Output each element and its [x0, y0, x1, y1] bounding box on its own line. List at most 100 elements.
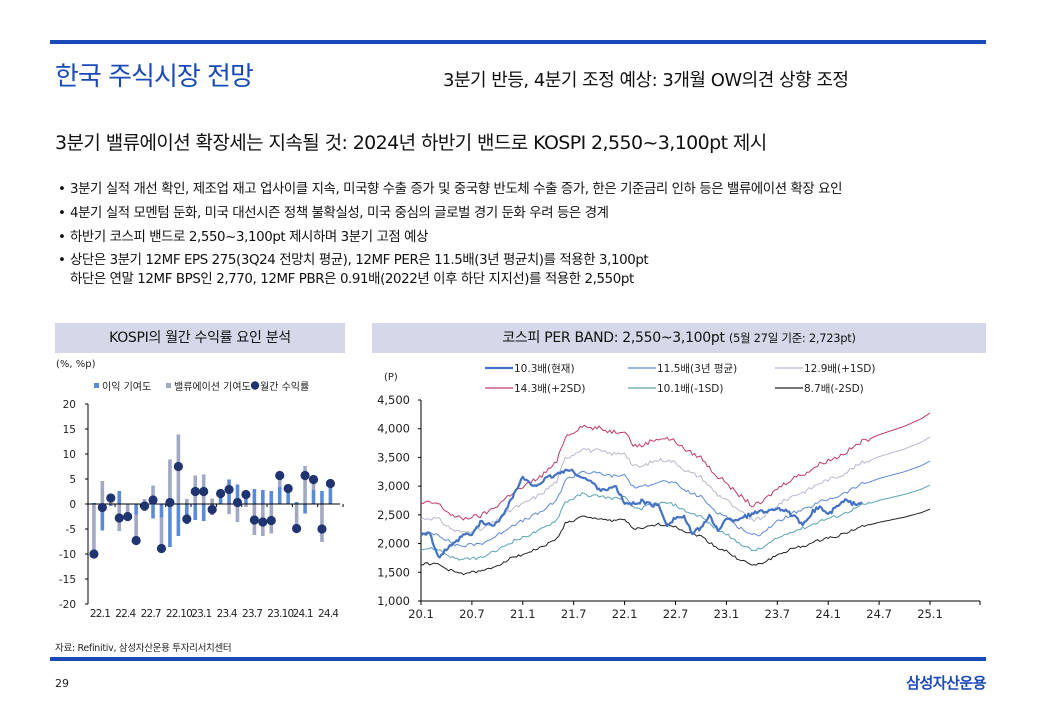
page-number: 29: [55, 677, 69, 690]
unit-label: (%, %p): [56, 359, 96, 370]
return-dot: [283, 483, 293, 494]
legend-label: 11.5배(3년 평균): [657, 363, 737, 375]
return-dot: [165, 497, 175, 508]
legend-swatch-return: [250, 381, 260, 390]
return-dot: [114, 513, 124, 523]
eps-bar: [311, 490, 316, 504]
kospi-per-band-chart: (P) 10.3배(현재) 11.5배(3년 평균) 12.9배(+1SD) 14.3배…: [377, 363, 981, 621]
return-dot: [131, 535, 141, 546]
eps-bar: [261, 490, 265, 504]
valuation-bar: [168, 459, 172, 504]
eps-bar: [151, 504, 155, 519]
valuation-bar: [151, 485, 155, 504]
return-dot: [89, 549, 99, 559]
x-tick-label: 23.7: [242, 608, 262, 620]
eps-bar: [252, 489, 257, 504]
return-dot: [182, 514, 192, 524]
kospi-line: [420, 468, 863, 559]
eps-bar: [269, 491, 274, 504]
y-tick-label: 1,500: [377, 565, 410, 579]
x-tick-label: 25.1: [917, 607, 943, 621]
return-dot: [317, 524, 327, 534]
y-tick-label: -15: [59, 574, 76, 586]
band-line-8-7x: [420, 508, 931, 576]
bullet-symbol: •: [58, 182, 66, 197]
return-dot: [190, 486, 200, 497]
legend-item: 월간 수익률: [250, 381, 309, 393]
right-chart-title-note: (5월 27일 기준: 2,723pt): [728, 331, 856, 345]
y-tick-label: 4,000: [377, 422, 410, 436]
legend-label: 8.7배(-2SD): [804, 383, 864, 395]
return-dot: [207, 504, 217, 515]
headline: 3분기 밸류에이션 확장세는 지속될 것: 2024년 하반기 밴드로 KOSP…: [55, 132, 767, 154]
valuation-bar: [159, 517, 164, 549]
eps-bar: [109, 504, 113, 506]
y-tick-label: 3,500: [377, 450, 410, 464]
y-tick-label: 2,500: [377, 508, 410, 522]
valuation-bar: [134, 514, 138, 541]
y-tick-label: 10: [63, 449, 76, 461]
top-rule: [50, 40, 986, 44]
valuation-bar: [320, 504, 324, 542]
return-dot: [173, 461, 183, 472]
x-tick-label: 22.1: [612, 607, 638, 621]
x-tick-label: 23.10: [267, 608, 293, 620]
legend-item: 밸류에이션 기여도: [166, 381, 251, 393]
x-tick-label: 24.1: [815, 607, 841, 621]
y-tick-label: 4,500: [377, 393, 410, 407]
eps-bar: [168, 504, 172, 547]
eps-bar: [277, 487, 282, 504]
left-chart-title-text: KOSPI의 월간 수익률 요인 분석: [109, 330, 291, 346]
band-line-11-5x: [420, 460, 931, 548]
bullet-text: 3분기 실적 개선 확인, 제조업 재고 업사이클 지속, 미국향 수출 증가 …: [70, 182, 843, 197]
bottom-rule: [50, 657, 986, 661]
eps-bar: [185, 504, 189, 524]
legend-label: 밸류에이션 기여도: [174, 381, 251, 393]
return-dot: [292, 523, 302, 534]
x-tick-label: 24.1: [293, 608, 313, 620]
return-dot: [106, 493, 116, 503]
eps-bar: [159, 504, 164, 518]
y-tick-label: 15: [63, 424, 76, 436]
x-tick-label: 23.1: [714, 607, 740, 621]
legend-swatch-eps: [94, 383, 99, 388]
legend-label: 10.1배(-1SD): [657, 383, 723, 395]
return-dot: [224, 484, 234, 495]
source-note: 자료: Refinitiv, 삼성자산운용 투자리서치센터: [55, 643, 232, 654]
return-dot: [199, 486, 209, 497]
bullet-symbol: •: [58, 230, 66, 245]
legend-item: 이익 기여도: [94, 381, 151, 393]
valuation-bar: [125, 504, 130, 517]
eps-bar: [117, 491, 122, 504]
valuation-bar: [277, 475, 282, 487]
y-tick-label: -10: [59, 549, 76, 561]
valuation-bar: [311, 479, 316, 490]
return-dot: [308, 474, 319, 485]
right-chart-title: 코스피 PER BAND: 2,550~3,100pt (5월 27일 기준: …: [372, 323, 986, 353]
return-dot: [232, 497, 243, 508]
bullet-item: • 하반기 코스피 밴드로 2,550~3,100pt 제시하며 3분기 고점 …: [58, 228, 998, 252]
return-dot: [249, 515, 259, 525]
left-chart-title: KOSPI의 월간 수익률 요인 분석: [55, 323, 345, 353]
eps-bar: [294, 502, 299, 504]
eps-bar: [193, 504, 198, 520]
eps-bar: [320, 491, 324, 504]
y-tick-label: 3,000: [377, 479, 410, 493]
x-tick-label: 22.1: [90, 608, 110, 620]
x-tick-label: 21.7: [561, 607, 587, 621]
bullet-item: • 3분기 실적 개선 확인, 제조업 재고 업사이클 지속, 미국향 수출 증…: [58, 180, 998, 204]
return-dot: [139, 501, 150, 511]
legend-item: 10.3배(현재): [485, 363, 575, 375]
unit-label: (P): [384, 372, 398, 383]
x-tick-label: 22.7: [663, 607, 689, 621]
x-tick-label: 22.4: [115, 608, 136, 620]
y-tick-label: 20: [63, 399, 76, 411]
y-tick-label: -20: [59, 599, 76, 611]
eps-bar: [134, 504, 138, 515]
legend-item: 11.5배(3년 평균): [628, 363, 737, 375]
return-dot: [325, 478, 335, 489]
eps-bar: [286, 489, 290, 504]
bullet-text: 하반기 코스피 밴드로 2,550~3,100pt 제시하며 3분기 고점 예상: [70, 230, 429, 245]
right-chart-title-text: 코스피 PER BAND: 2,550~3,100pt: [502, 330, 725, 346]
valuation-bar: [185, 499, 189, 504]
